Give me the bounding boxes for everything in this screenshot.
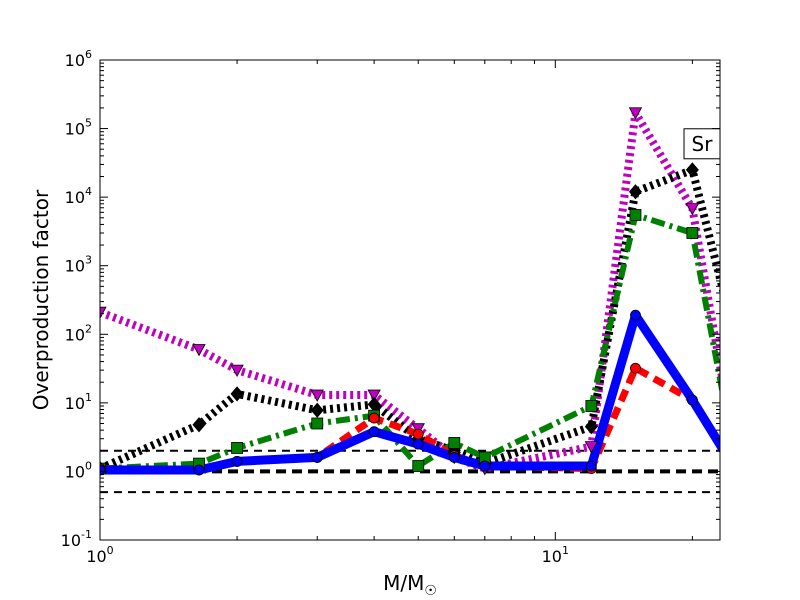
x-tick-label-0: 100 — [86, 544, 113, 566]
y-tick-label-5: 104 — [65, 185, 92, 207]
data-point-s0-4 — [367, 389, 381, 402]
data-point-s2-8 — [585, 400, 598, 412]
data-point-s0-1 — [192, 344, 206, 357]
y-tick-label-0: 10-1 — [61, 528, 92, 550]
series-line-1 — [100, 165, 720, 473]
data-point-s4-7 — [479, 460, 491, 472]
data-point-s2-9 — [629, 209, 642, 221]
y-tick-label-6: 105 — [65, 117, 92, 139]
plot-frame — [99, 59, 721, 541]
data-point-s0-8 — [584, 441, 599, 454]
data-point-s0-9 — [628, 107, 643, 120]
data-point-s4-2 — [231, 456, 243, 467]
data-point-s4-8 — [585, 460, 597, 472]
y-tick-label-2: 101 — [65, 391, 92, 413]
data-point-s4-6 — [448, 452, 460, 463]
y-axis-label: Overproduction factor — [29, 189, 53, 410]
annotation-label: Sr — [692, 132, 714, 156]
series-line-0 — [100, 108, 720, 473]
data-point-s4-4 — [368, 426, 380, 438]
x-axis-label: M/M☉ — [383, 571, 437, 599]
data-point-s2-6 — [448, 437, 461, 449]
y-tick-label-7: 106 — [65, 48, 92, 70]
data-point-s1-3 — [310, 402, 324, 418]
data-point-s3-5 — [412, 428, 424, 440]
data-point-s4-3 — [311, 452, 323, 463]
data-point-s1-10 — [685, 162, 699, 178]
data-point-s2-10 — [686, 227, 699, 239]
data-point-s1-1 — [192, 417, 206, 433]
markers-group — [100, 107, 700, 477]
series-line-3 — [100, 364, 720, 474]
data-point-s0-0 — [100, 306, 107, 320]
y-tick-label-4: 103 — [65, 254, 92, 276]
data-point-s0-10 — [685, 203, 700, 216]
data-point-s4-5 — [412, 438, 424, 450]
data-point-s3-4 — [368, 412, 380, 424]
series-group — [100, 108, 720, 475]
data-point-s2-2 — [231, 442, 243, 454]
data-point-s4-9 — [630, 309, 641, 321]
y-tick-label-1: 100 — [65, 459, 92, 481]
x-tick-label-1: 101 — [542, 544, 569, 566]
series-line-2 — [100, 211, 720, 472]
data-point-s1-2 — [230, 386, 244, 402]
data-point-s1-9 — [628, 184, 643, 200]
data-point-s4-10 — [686, 394, 698, 406]
data-point-s2-3 — [311, 417, 324, 430]
x-axis-label-main: M/M — [383, 571, 424, 595]
data-point-s0-3 — [310, 389, 324, 402]
data-point-s4-0 — [100, 464, 106, 476]
annotation-frame — [683, 128, 721, 160]
data-point-s1-8 — [584, 419, 598, 435]
series-line-4 — [100, 310, 720, 475]
y-tick-label-3: 102 — [65, 322, 92, 344]
annotation-box: Sr — [683, 128, 721, 160]
data-point-s0-2 — [230, 364, 244, 377]
data-point-s4-1 — [193, 464, 205, 476]
data-point-s2-5 — [412, 460, 425, 472]
data-point-s3-9 — [630, 362, 641, 374]
x-axis-label-subscript: ☉ — [424, 583, 437, 599]
